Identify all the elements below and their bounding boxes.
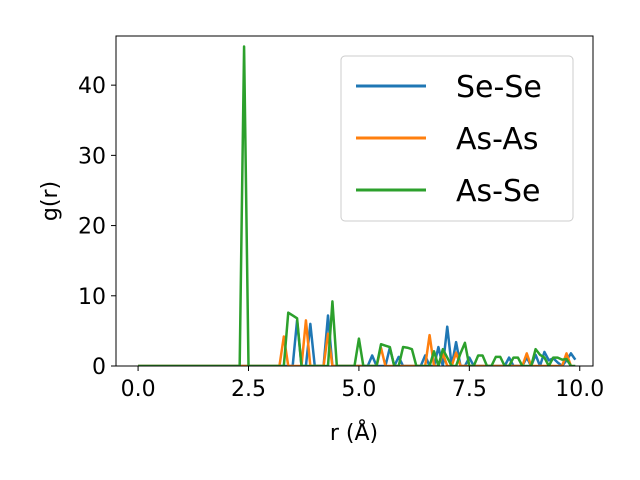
x-tick-label: 2.5 (231, 377, 266, 402)
series-layer (138, 45, 577, 366)
x-axis-ticks: 0.0 2.5 5.0 7.5 10.0 (121, 366, 604, 402)
plot-area (138, 45, 577, 366)
legend-label-as-se: As-Se (456, 174, 540, 209)
x-tick-label: 5.0 (341, 377, 376, 402)
y-axis-label: g(r) (38, 181, 63, 221)
y-tick-label: 0 (92, 355, 106, 380)
legend-label-as-as: As-As (456, 122, 538, 157)
y-tick-label: 20 (78, 215, 106, 240)
series-line-as-as (138, 319, 573, 366)
y-axis-ticks: 0 10 20 30 40 (78, 74, 116, 380)
x-tick-label: 0.0 (121, 377, 156, 402)
x-axis-label: r (Å) (330, 419, 378, 446)
y-tick-label: 30 (78, 144, 106, 169)
legend: Se-Se As-As As-Se (340, 55, 574, 222)
x-tick-label: 10.0 (555, 377, 604, 402)
x-tick-label: 7.5 (452, 377, 487, 402)
y-tick-label: 40 (78, 74, 106, 99)
legend-label-se-se: Se-Se (456, 70, 542, 105)
axes-frame (115, 35, 594, 367)
legend-box (340, 55, 574, 222)
y-tick-label: 10 (78, 285, 106, 310)
